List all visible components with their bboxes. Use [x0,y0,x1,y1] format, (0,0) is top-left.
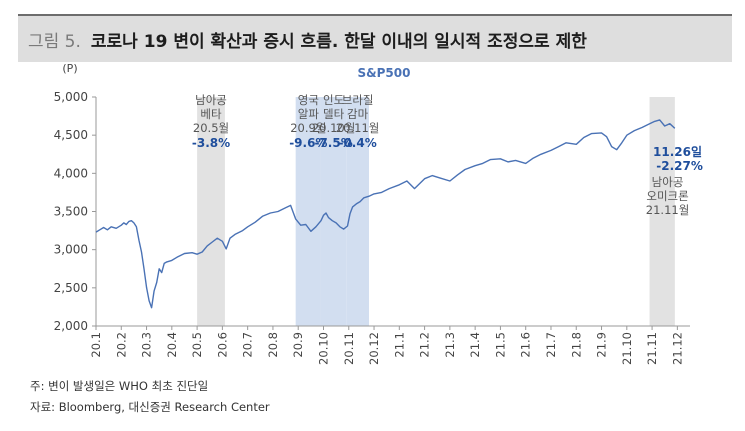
x-tick-label: 21.2 [418,332,432,358]
x-tick-label: 21.10 [620,332,634,365]
band-label: 남아공 [652,175,684,189]
y-tick-label: 5,000 [54,90,88,104]
x-tick-label: 21.9 [595,332,609,358]
x-tick-label: 21.3 [443,332,457,358]
band-label: 브라질 [342,93,374,107]
band-change-pct: -2.27% [656,159,703,173]
series-line-sp500 [95,119,676,309]
x-tick-label: 20.8 [266,332,280,358]
x-tick-label: 21.4 [468,332,482,358]
x-tick-label: 21.7 [544,332,558,358]
x-tick-label: 20.3 [140,332,154,358]
chart-source: 자료: Bloomberg, 대신증권 Research Center [30,400,270,414]
figure-title: 코로나 19 변이 확산과 증시 흐름. 한달 이내의 일시적 조정으로 제한 [90,31,587,52]
band-label: 감마 [347,107,369,121]
band-1 [295,97,321,326]
x-tick-label: 21.12 [670,332,684,365]
band-3 [346,97,369,326]
band-2 [320,97,347,326]
x-tick-label: 21.6 [519,332,533,358]
figure-title-bar: 그림 5. 코로나 19 변이 확산과 증시 흐름. 한달 이내의 일시적 조정… [18,14,732,62]
y-tick-label: 4,500 [54,128,88,142]
band-change-pct: -3.8% [192,136,230,150]
x-tick-label: 20.5 [190,332,204,358]
x-tick-label: 20.12 [367,332,381,365]
y-tick-label: 2,500 [54,281,88,295]
x-tick-label: 20.6 [215,332,229,358]
x-tick-label: 20.9 [291,332,305,358]
x-tick-label: 20.11 [342,332,356,365]
band-change-date: 11.26일 [653,145,702,159]
y-unit-label: (P) [62,62,77,75]
x-tick-label: 21.5 [493,332,507,358]
figure-number: 그림 5. [28,31,81,52]
band-date: 20.9월 [290,121,326,135]
y-tick-label: 3,000 [54,243,88,257]
band-label: 인도 [323,93,344,107]
x-tick-label: 20.10 [316,332,330,365]
x-tick-label: 21.8 [569,332,583,358]
band-date: 20.11월 [336,121,380,135]
band-label: 남아공 [195,93,227,107]
chart-footnote: 주: 변이 발생일은 WHO 최초 진단일 [30,379,209,393]
band-0 [197,97,225,326]
x-tick-label: 20.2 [114,332,128,358]
band-label: 알파 [298,107,320,121]
chart-title: S&P500 [358,66,411,80]
band-label: 오미크론 [646,189,688,203]
x-tick-label: 20.1 [89,332,103,358]
band-label: 영국 [298,93,319,107]
y-tick-label: 2,000 [54,319,88,333]
band-change-pct: -9.6% [289,136,327,150]
x-tick-label: 20.7 [241,332,255,358]
band-change-pct: -7.5% [314,136,352,150]
x-tick-label: 21.1 [392,332,406,358]
band-date: 21.11월 [646,203,690,217]
band-date: 20.10월 [312,121,356,135]
band-label: 베타 [200,107,222,121]
y-tick-label: 3,500 [54,205,88,219]
x-tick-label: 21.11 [645,332,659,365]
band-label: 델타 [323,107,345,121]
band-date: 20.5월 [193,121,229,135]
band-change-pct: -0.4% [338,136,376,150]
y-tick-label: 4,000 [54,166,88,180]
band-4 [649,97,675,326]
x-tick-label: 20.4 [165,332,179,358]
